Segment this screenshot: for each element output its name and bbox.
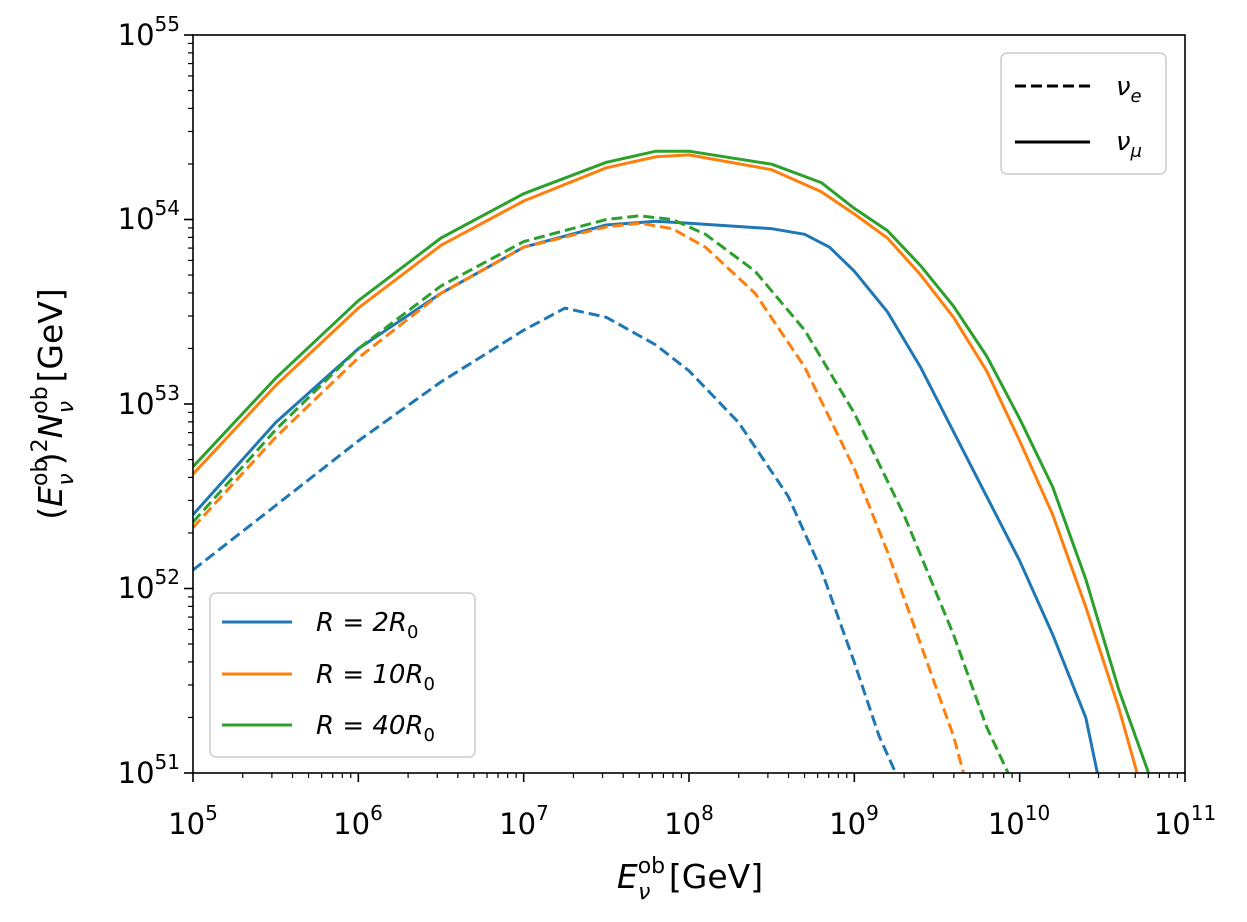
x-tick-label-1e8: 108: [664, 801, 714, 841]
legend-r40-label: R = 40R0: [316, 711, 435, 746]
legend-r10-label: R = 10R0: [316, 660, 435, 695]
minor-tick-layer: [188, 42, 1179, 778]
series-layer: [193, 149, 1151, 773]
x-tick-label-1e7: 107: [499, 801, 549, 841]
legend-nu-e-label: νe: [1116, 72, 1142, 107]
x-tick-label-1e11: 1011: [1154, 801, 1216, 841]
y-tick-label-1e51: 1051: [118, 750, 180, 790]
legend-r2-label: R = 2R0: [316, 608, 418, 643]
legend-radius-frame: [209, 592, 476, 758]
series-line-4: [193, 221, 965, 773]
y-tick-label-1e55: 1055: [118, 12, 180, 52]
y-axis-title: (Eobν)2Nobν [GeV]: [28, 288, 79, 519]
legend-linestyle-frame: [1000, 52, 1167, 175]
series-line-5: [193, 214, 1010, 773]
series-line-1: [193, 153, 1139, 773]
x-tick-label-1e6: 106: [333, 801, 383, 841]
x-tick-label-1e5: 105: [168, 801, 218, 841]
series-line-3: [193, 306, 898, 773]
legend-nu-mu-label: νμ: [1116, 127, 1142, 162]
y-tick-label-1e54: 1054: [118, 196, 180, 236]
x-tick-label-1e9: 109: [829, 801, 879, 841]
y-tick-label-1e53: 1053: [118, 381, 180, 421]
legend-radius: R = 2R0 R = 10R0 R = 40R0: [209, 592, 476, 758]
y-tick-label-1e52: 1052: [118, 565, 180, 605]
x-axis-title: Eob ν [GeV]: [617, 854, 763, 905]
series-line-2: [193, 149, 1151, 773]
major-tick-layer: [184, 34, 1186, 782]
plot-area-frame: [192, 34, 1186, 774]
x-tick-label-1e10: 1010: [988, 801, 1050, 841]
legend-linestyle: νe νμ: [1000, 52, 1167, 175]
